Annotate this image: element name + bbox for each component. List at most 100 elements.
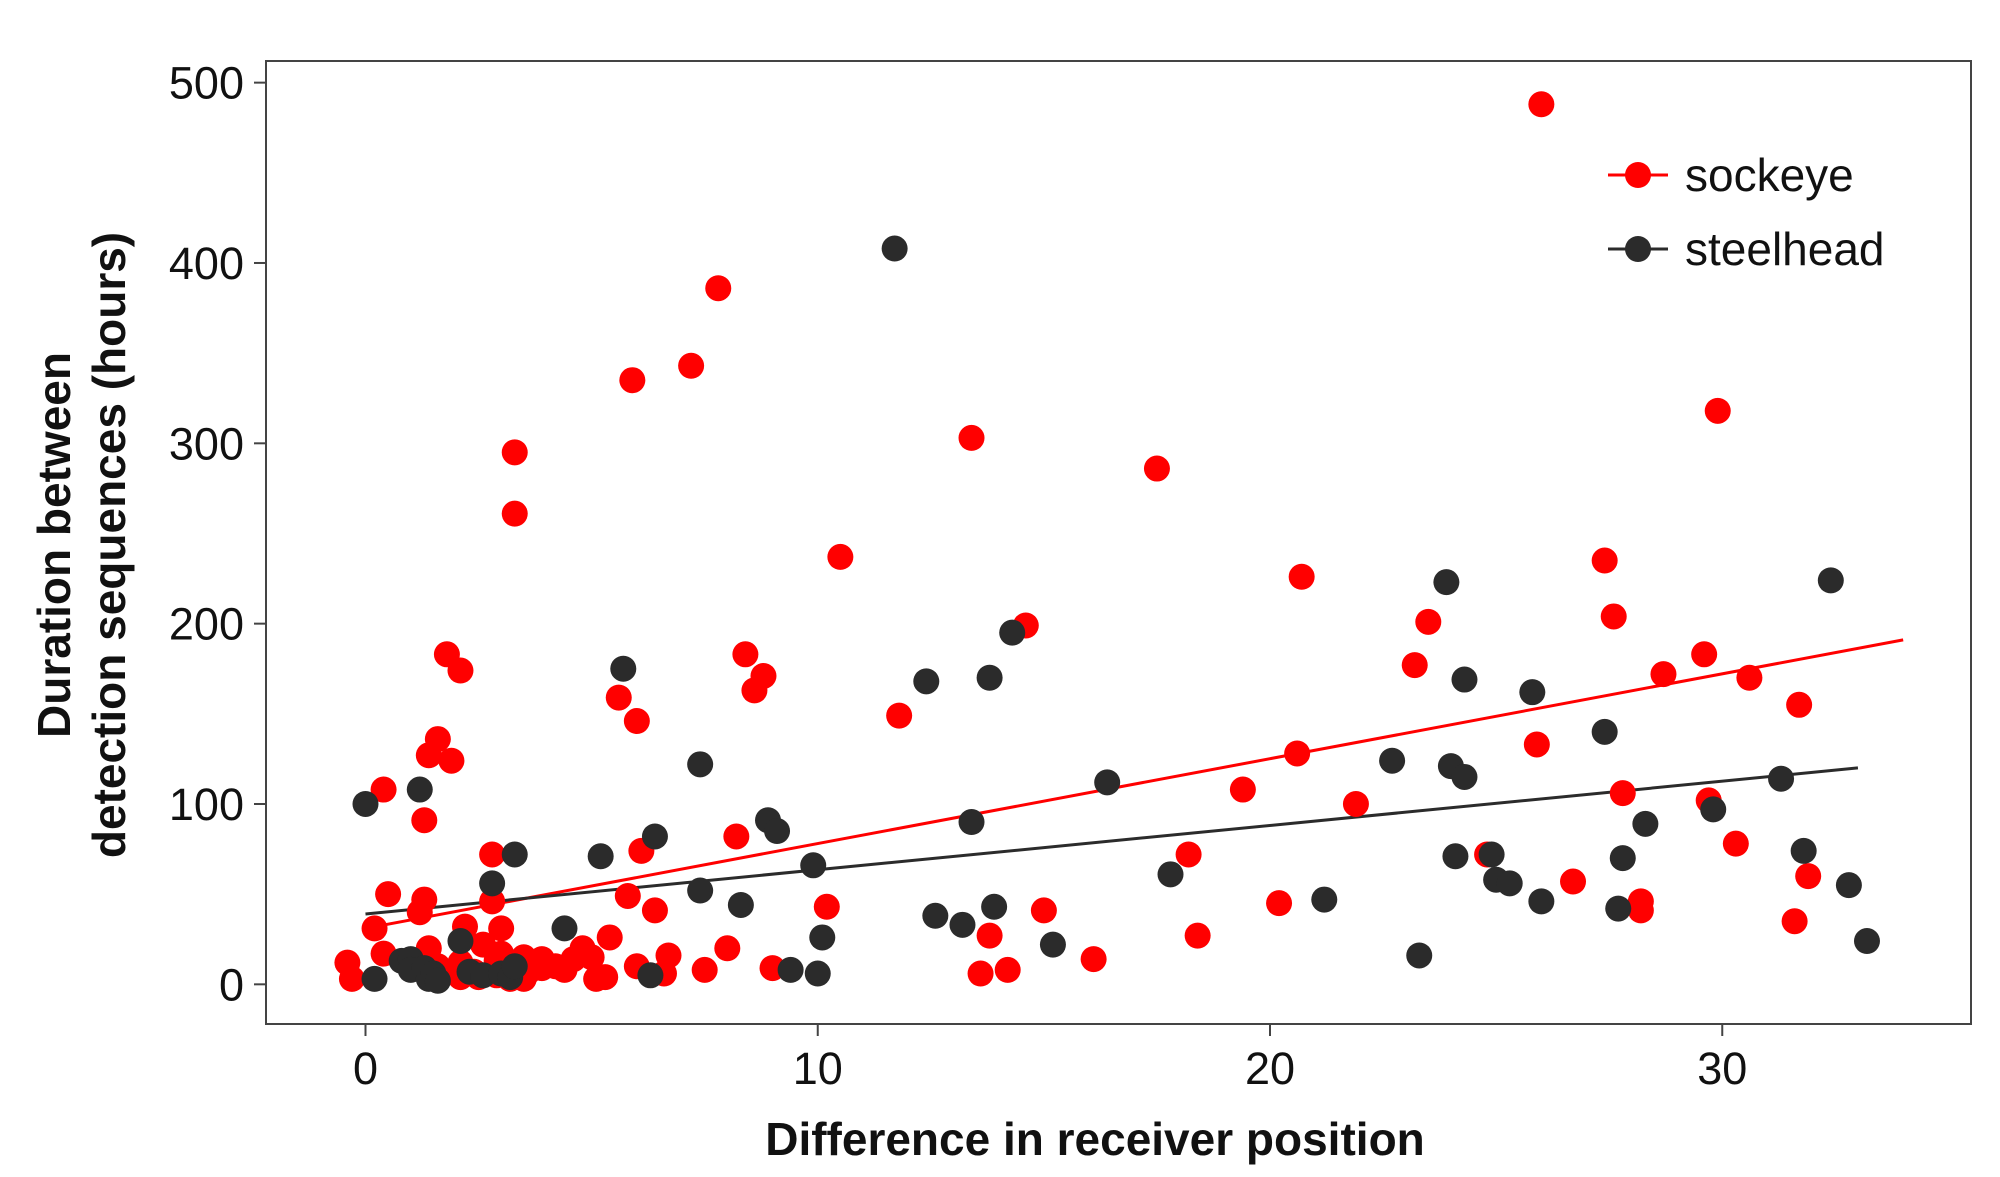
x-axis-title: Difference in receiver position: [765, 1113, 1425, 1165]
point-steelhead: [551, 915, 578, 942]
point-sockeye: [1030, 897, 1057, 924]
y-tick-label: 500: [169, 58, 244, 109]
point-sockeye: [1184, 922, 1211, 949]
point-steelhead: [1817, 567, 1844, 594]
point-steelhead: [1451, 666, 1478, 693]
x-tick-label: 10: [793, 1043, 843, 1094]
point-sockeye: [1691, 641, 1718, 668]
y-tick-label: 300: [169, 418, 244, 469]
point-steelhead: [1528, 888, 1555, 915]
plot-panel: [265, 60, 1972, 1025]
point-steelhead: [999, 619, 1026, 646]
point-sockeye: [1415, 608, 1442, 635]
point-steelhead: [777, 956, 804, 983]
point-sockeye: [424, 726, 451, 753]
point-sockeye: [501, 439, 528, 466]
point-sockeye: [1704, 397, 1731, 424]
point-steelhead: [1406, 942, 1433, 969]
point-steelhead: [981, 893, 1008, 920]
point-sockeye: [967, 960, 994, 987]
point-sockeye: [479, 841, 506, 868]
point-sockeye: [1284, 740, 1311, 767]
point-steelhead: [687, 877, 714, 904]
point-sockeye: [501, 500, 528, 527]
y-axis-title-line-2: detection sequences (hours): [83, 232, 135, 858]
point-steelhead: [361, 965, 388, 992]
point-steelhead: [1519, 679, 1546, 706]
trend-lines: [365, 638, 1904, 930]
point-steelhead: [1768, 765, 1795, 792]
point-steelhead: [1478, 841, 1505, 868]
point-sockeye: [1591, 547, 1618, 574]
y-tick-label: 0: [219, 959, 244, 1010]
point-steelhead: [1591, 718, 1618, 745]
point-steelhead: [1157, 861, 1184, 888]
point-sockeye: [411, 807, 438, 834]
point-steelhead: [800, 852, 827, 879]
point-sockeye: [1560, 868, 1587, 895]
point-sockeye: [1288, 563, 1315, 590]
point-steelhead: [637, 962, 664, 989]
point-sockeye: [1523, 731, 1550, 758]
point-sockeye: [1401, 652, 1428, 679]
point-sockeye: [1080, 946, 1107, 973]
point-sockeye: [623, 708, 650, 735]
point-steelhead: [501, 953, 528, 980]
point-sockeye: [1786, 691, 1813, 718]
point-steelhead: [1496, 870, 1523, 897]
point-steelhead: [479, 870, 506, 897]
point-steelhead: [958, 809, 985, 836]
point-sockeye: [479, 888, 506, 915]
point-sockeye: [1795, 863, 1822, 890]
point-sockeye: [994, 956, 1021, 983]
point-steelhead: [641, 823, 668, 850]
legend-marker-steelhead: [1625, 236, 1651, 262]
point-steelhead: [447, 928, 474, 955]
point-sockeye: [827, 543, 854, 570]
point-sockeye: [714, 935, 741, 962]
point-sockeye: [578, 944, 605, 971]
x-axis: 0 10 20 30: [353, 1024, 1747, 1094]
point-steelhead: [881, 235, 908, 262]
point-steelhead: [1311, 886, 1338, 913]
point-steelhead: [501, 841, 528, 868]
point-steelhead: [687, 751, 714, 778]
y-tick-label: 100: [169, 779, 244, 830]
point-sockeye: [1528, 91, 1555, 118]
point-sockeye: [592, 964, 619, 991]
point-steelhead: [1853, 928, 1880, 955]
point-steelhead: [1442, 843, 1469, 870]
point-sockeye: [1229, 776, 1256, 803]
trend-line-steelhead: [365, 766, 1859, 916]
point-sockeye: [361, 915, 388, 942]
point-steelhead: [610, 655, 637, 682]
point-sockeye: [375, 881, 402, 908]
point-sockeye: [1781, 908, 1808, 935]
point-steelhead: [764, 818, 791, 845]
point-steelhead: [1433, 569, 1460, 596]
point-sockeye: [447, 657, 474, 684]
point-sockeye: [732, 641, 759, 668]
point-sockeye: [655, 942, 682, 969]
x-tick-label: 0: [353, 1043, 378, 1094]
point-sockeye: [596, 924, 623, 951]
point-sockeye: [488, 915, 515, 942]
point-sockeye: [958, 424, 985, 451]
y-axis: 0 100 200 300 400 500: [169, 58, 266, 1010]
point-sockeye: [411, 886, 438, 913]
point-sockeye: [614, 882, 641, 909]
point-sockeye: [1175, 841, 1202, 868]
point-sockeye: [1609, 780, 1636, 807]
point-steelhead: [1835, 872, 1862, 899]
point-steelhead: [809, 924, 836, 951]
y-tick-label: 400: [169, 238, 244, 289]
point-sockeye: [1736, 664, 1763, 691]
point-steelhead: [804, 960, 831, 987]
point-sockeye: [1143, 455, 1170, 482]
point-steelhead: [1039, 931, 1066, 958]
point-sockeye: [1722, 830, 1749, 857]
point-steelhead: [352, 790, 379, 817]
point-sockeye: [619, 367, 646, 394]
